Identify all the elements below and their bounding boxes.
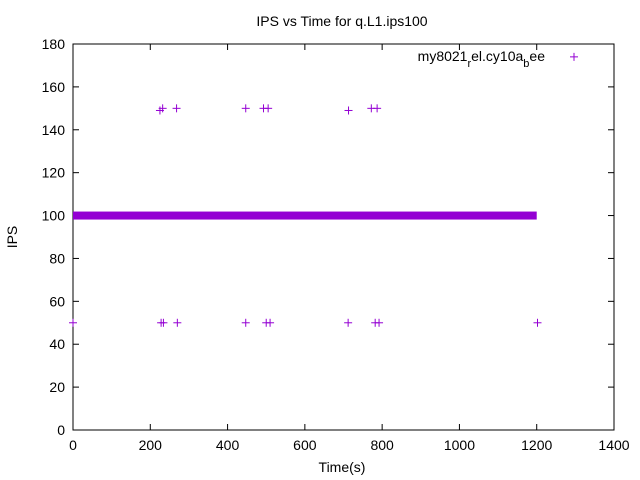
legend-marker	[570, 52, 578, 61]
legend-label-part: b	[523, 58, 529, 70]
y-tick-label: 100	[42, 208, 66, 224]
chart-title: IPS vs Time for q.L1.ips100	[256, 13, 427, 29]
y-tick-label: 120	[42, 165, 66, 181]
x-tick-label: 400	[216, 437, 240, 453]
y-tick-label: 60	[49, 293, 65, 309]
y-tick-label: 80	[49, 250, 65, 266]
data-point	[173, 318, 182, 327]
y-axis: 0 20 40 60 80 100 120 140 160 180	[42, 36, 614, 438]
x-tick-label: 0	[69, 437, 77, 453]
x-tick-label: 1200	[521, 437, 552, 453]
data-point	[172, 104, 181, 113]
legend-label-part: ee	[529, 48, 545, 64]
legend-label-part: r	[467, 58, 471, 70]
data-point	[533, 318, 542, 327]
legend-plus-marker	[570, 52, 578, 61]
x-tick-label: 800	[370, 437, 394, 453]
x-tick-label: 1000	[444, 437, 475, 453]
legend: my8021rel.cy10abee	[418, 48, 578, 70]
y-tick-label: 20	[49, 379, 65, 395]
x-axis: 0 200 400 600 800 1000 1200 1400	[69, 44, 630, 453]
data-point	[375, 318, 384, 327]
y-tick-label: 0	[57, 422, 65, 438]
plot-frame	[72, 43, 615, 431]
x-tick-label: 600	[293, 437, 317, 453]
x-tick-label: 200	[139, 437, 163, 453]
y-tick-label: 140	[42, 122, 66, 138]
data-point	[344, 106, 353, 115]
data-point	[266, 318, 275, 327]
data-point	[241, 318, 250, 327]
y-tick-label: 180	[42, 36, 66, 52]
y-tick-label: 40	[49, 336, 65, 352]
y-axis-label: IPS	[4, 226, 20, 249]
baseline-marker-band	[73, 211, 537, 220]
data-point	[69, 318, 77, 327]
legend-label: my8021rel.cy10abee	[418, 48, 546, 70]
data-point	[373, 104, 382, 113]
data-series	[69, 104, 542, 327]
data-point	[344, 318, 353, 327]
data-point	[159, 318, 168, 327]
x-axis-label: Time(s)	[319, 459, 366, 475]
legend-label-part: my8021	[418, 48, 468, 64]
data-point	[158, 104, 167, 113]
y-tick-label: 160	[42, 79, 66, 95]
x-tick-label: 1400	[598, 437, 629, 453]
legend-label-part: el.cy10a	[471, 48, 523, 64]
data-point	[264, 104, 273, 113]
data-point	[241, 104, 250, 113]
